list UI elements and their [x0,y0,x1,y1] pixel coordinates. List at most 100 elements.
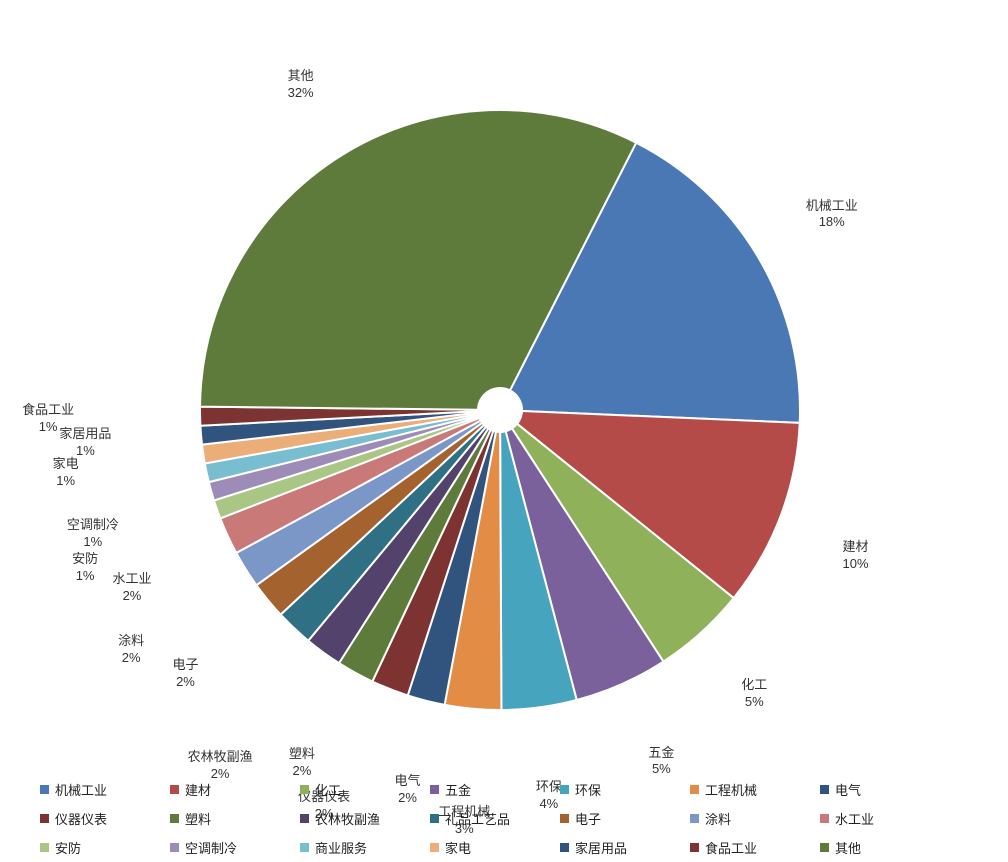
legend-label: 机械工业 [55,780,107,799]
legend-label: 电子 [575,809,601,828]
legend-swatch [690,843,699,852]
legend-label: 商业服务 [315,838,367,857]
legend-label: 电气 [835,780,861,799]
slice-label-pct: 1% [67,534,119,551]
legend-label: 五金 [445,780,471,799]
slice-label: 塑料 2% [289,746,315,780]
legend-label: 环保 [575,780,601,799]
legend-swatch [690,785,699,794]
legend-swatch [300,814,309,823]
legend-swatch [40,843,49,852]
legend-label: 塑料 [185,809,211,828]
slice-label-name: 水工业 [112,571,151,586]
slice-label-pct: 2% [112,588,151,605]
slice-label: 其他 32% [288,68,314,102]
legend-item: 其他 [820,838,950,857]
legend-swatch [820,785,829,794]
slice-label: 水工业 2% [112,571,151,605]
slice-label: 五金5% [648,745,674,779]
slice-label: 空调制冷 1% [67,517,119,551]
slice-label-pct: 1% [59,443,111,460]
slice-label: 农林牧副渔2% [188,749,253,783]
slice-label: 电子 2% [172,657,198,691]
legend-swatch [300,785,309,794]
legend-item: 建材 [170,780,300,799]
legend-label: 化工 [315,780,341,799]
legend-item: 仪器仪表 [40,809,170,828]
slice-label: 安防1% [72,551,98,585]
legend-swatch [430,843,439,852]
legend-item: 农林牧副渔 [300,809,430,828]
slice-label-pct: 2% [172,674,198,691]
legend-item: 商业服务 [300,838,430,857]
slice-label: 家电1% [53,456,79,490]
legend-swatch [40,785,49,794]
slice-label-pct: 2% [118,650,144,667]
legend-item: 电子 [560,809,690,828]
legend-swatch [170,843,179,852]
slice-label-name: 食品工业 [22,402,74,417]
legend-swatch [560,814,569,823]
slice-label: 机械工业18% [806,198,858,232]
slice-label-name: 涂料 [118,633,144,648]
legend-label: 安防 [55,838,81,857]
legend-swatch [430,814,439,823]
slice-label-name: 电子 [172,657,198,672]
slice-label-pct: 5% [648,761,674,778]
legend-label: 其他 [835,838,861,857]
legend-swatch [40,814,49,823]
slice-label: 化工5% [741,677,767,711]
legend-swatch [170,814,179,823]
legend-item: 安防 [40,838,170,857]
legend-label: 农林牧副渔 [315,809,380,828]
legend-item: 水工业 [820,809,950,828]
legend-item: 工程机械 [690,780,820,799]
slice-label-name: 其他 [288,68,314,83]
slice-label-pct: 10% [843,556,869,573]
slice-label-name: 机械工业 [806,198,858,213]
pie-chart: 机械工业18%建材10%化工5%五金5%环保4%工程机械3%电气2%仪器仪表2%… [0,10,1008,770]
slice-label-pct: 18% [806,214,858,231]
slice-label-pct: 1% [72,568,98,585]
legend-label: 工程机械 [705,780,757,799]
legend-swatch [560,843,569,852]
legend-item: 五金 [430,780,560,799]
legend: 机械工业 建材化工 五金 环保 工程机械 电气仪器仪表 塑料 农林牧副渔 礼品工艺品 电子 涂料 水工… [40,780,970,857]
legend-label: 空调制冷 [185,838,237,857]
legend-item: 空调制冷 [170,838,300,857]
legend-swatch [690,814,699,823]
pie-svg [0,10,1008,770]
legend-item: 涂料 [690,809,820,828]
legend-swatch [430,785,439,794]
slice-label-pct: 2% [289,763,315,780]
slice-label-name: 农林牧副渔 [188,749,253,764]
legend-item: 电气 [820,780,950,799]
legend-item: 礼品工艺品 [430,809,560,828]
slice-label: 建材 10% [843,539,869,573]
slice-label-pct: 32% [288,85,314,102]
legend-label: 家电 [445,838,471,857]
legend-item: 塑料 [170,809,300,828]
legend-label: 涂料 [705,809,731,828]
slice-label-name: 空调制冷 [67,517,119,532]
slice-label: 食品工业 1% [22,402,74,436]
legend-swatch [300,843,309,852]
legend-item: 环保 [560,780,690,799]
legend-item: 家居用品 [560,838,690,857]
slice-label-pct: 1% [53,473,79,490]
slice-label-name: 塑料 [289,746,315,761]
legend-swatch [170,785,179,794]
slice-label-name: 建材 [843,539,869,554]
legend-label: 礼品工艺品 [445,809,510,828]
slice-label-name: 五金 [648,745,674,760]
slice-label: 涂料 2% [118,633,144,667]
legend-swatch [820,814,829,823]
legend-label: 水工业 [835,809,874,828]
legend-item: 机械工业 [40,780,170,799]
legend-label: 家居用品 [575,838,627,857]
legend-swatch [820,843,829,852]
legend-item: 化工 [300,780,430,799]
legend-label: 食品工业 [705,838,757,857]
legend-label: 仪器仪表 [55,809,107,828]
slice-label-pct: 1% [22,419,74,436]
